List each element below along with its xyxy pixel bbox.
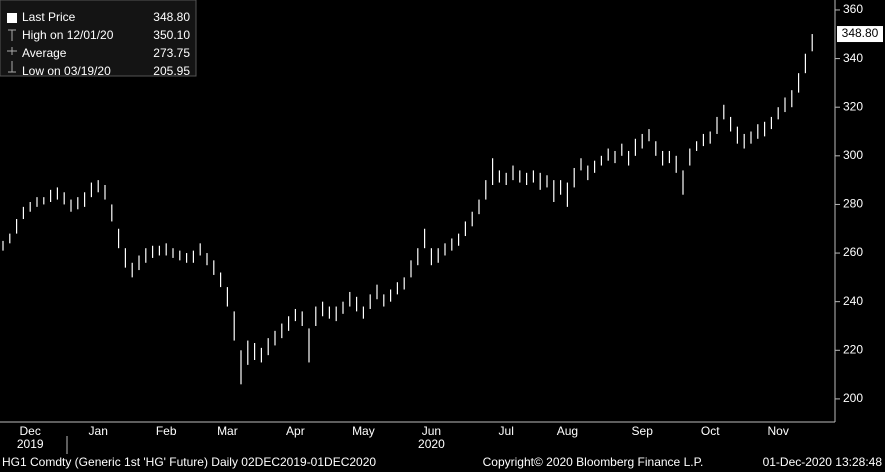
legend-value: 205.95 bbox=[153, 64, 190, 78]
x-year-label: 2019 bbox=[17, 437, 44, 451]
x-tick-label: Oct bbox=[701, 424, 720, 438]
x-tick-label: Nov bbox=[768, 424, 789, 438]
legend-icon bbox=[8, 29, 16, 41]
legend-value: 350.10 bbox=[153, 28, 190, 42]
y-tick-label: 240 bbox=[843, 294, 863, 308]
legend-icon bbox=[8, 61, 16, 73]
legend-box bbox=[0, 0, 197, 77]
y-tick-label: 340 bbox=[843, 51, 863, 65]
last-price-label: 348.80 bbox=[842, 26, 879, 40]
legend-value: 273.75 bbox=[153, 46, 190, 60]
y-tick-label: 260 bbox=[843, 245, 863, 259]
legend-icon bbox=[7, 13, 17, 23]
legend-value: 348.80 bbox=[153, 10, 190, 24]
y-tick-label: 320 bbox=[843, 99, 863, 113]
x-tick-label: Jan bbox=[89, 424, 108, 438]
x-year-label: 2020 bbox=[418, 437, 445, 451]
x-tick-label: Aug bbox=[557, 424, 578, 438]
footer-right: 01-Dec-2020 13:28:48 bbox=[763, 455, 883, 469]
x-tick-label: Feb bbox=[156, 424, 177, 438]
legend-label: Last Price bbox=[22, 10, 76, 24]
last-price-tag bbox=[837, 26, 883, 43]
x-tick-label: Mar bbox=[217, 424, 238, 438]
footer-left: HG1 Comdty (Generic 1st 'HG' Future) Dai… bbox=[2, 455, 376, 469]
legend-icon bbox=[7, 47, 17, 55]
x-tick-label: Jul bbox=[499, 424, 514, 438]
y-tick-label: 220 bbox=[843, 342, 863, 356]
y-tick-label: 280 bbox=[843, 197, 863, 211]
footer-center: Copyright© 2020 Bloomberg Finance L.P. bbox=[483, 455, 704, 469]
x-tick-label: Sep bbox=[632, 424, 654, 438]
x-tick-label: Dec bbox=[20, 424, 41, 438]
y-tick-label: 200 bbox=[843, 391, 863, 405]
y-tick-label: 360 bbox=[843, 2, 863, 16]
legend: Last Price 348.80 High on 12/01/20 350.10 Av… bbox=[0, 0, 197, 78]
x-tick-label: May bbox=[352, 424, 375, 438]
y-tick-label: 300 bbox=[843, 148, 863, 162]
legend-label: Low on 03/19/20 bbox=[22, 64, 111, 78]
legend-label: High on 12/01/20 bbox=[22, 28, 114, 42]
legend-label: Average bbox=[22, 46, 67, 60]
x-tick-label: Apr bbox=[286, 424, 305, 438]
x-tick-label: Jun bbox=[422, 424, 441, 438]
